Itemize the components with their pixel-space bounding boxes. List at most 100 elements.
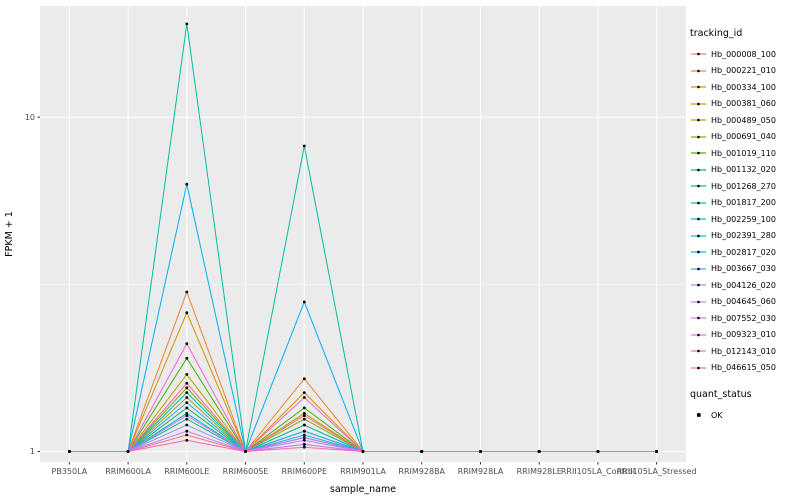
legend-entries: Hb_000008_100 Hb_000221_010 Hb_000334_100 H… (690, 46, 798, 376)
data-point (126, 450, 130, 453)
legend-label: Hb_001132_020 (711, 165, 776, 175)
legend-key-icon (691, 283, 706, 287)
legend-key-icon (691, 217, 706, 221)
legend-key-icon (691, 316, 706, 320)
data-point (185, 22, 189, 26)
data-point (68, 450, 71, 453)
legend-label: Hb_002817_020 (711, 247, 776, 257)
legend-label: Hb_000489_050 (711, 115, 776, 125)
legend: tracking_id Hb_000008_100 Hb_000221_010 Hb… (690, 28, 798, 424)
x-tick-label: RRII105LA_Stressed (617, 467, 697, 476)
y-axis-title: FPKM + 1 (4, 211, 15, 257)
legend-label: Hb_001268_270 (711, 181, 776, 191)
legend-key-icon (691, 52, 706, 56)
data-point (185, 429, 189, 433)
data-point (655, 450, 658, 453)
legend-label: Hb_004126_020 (711, 280, 776, 290)
legend-key-icon (691, 135, 706, 139)
legend-label: Hb_046615_050 (711, 363, 776, 373)
y-tick-label: 1 (30, 447, 35, 456)
data-point (185, 396, 189, 399)
legend-label: OK (711, 410, 723, 420)
data-point (302, 429, 306, 433)
y-tick-label: 10 (25, 113, 35, 122)
data-point (185, 356, 189, 360)
data-point (361, 450, 365, 453)
legend-entry: Hb_002391_280 (690, 228, 798, 245)
legend-key-icon (691, 184, 706, 188)
legend-label: Hb_000008_100 (711, 49, 776, 59)
ok-point-key-icon (697, 413, 701, 418)
legend-key-icon (691, 85, 706, 89)
x-tick-label: RRIM928LA (458, 467, 504, 476)
data-point (302, 377, 306, 381)
data-point (185, 391, 189, 394)
legend-entry: Hb_000221_010 (690, 63, 798, 80)
data-point (302, 414, 306, 417)
data-point (302, 417, 306, 421)
x-tick-label: RRIM600PE (282, 467, 328, 476)
legend-entry: Hb_004126_020 (690, 277, 798, 294)
legend-key-icon (691, 201, 706, 205)
data-point (185, 414, 189, 417)
x-tick-label: RRIM928BA (398, 467, 445, 476)
legend-label: Hb_000691_040 (711, 132, 776, 142)
legend-key-icon (691, 69, 706, 73)
data-point (185, 373, 189, 376)
x-axis-title: sample_name (330, 484, 396, 495)
x-tick-label: RRIM600LA (105, 467, 151, 476)
legend-label: Hb_001019_110 (711, 148, 776, 158)
legend-key-icon (691, 250, 706, 254)
legend-key-icon (691, 168, 706, 172)
legend-entry: Hb_007552_030 (690, 310, 798, 327)
legend-entry: Hb_001019_110 (690, 145, 798, 162)
legend-label: Hb_000381_060 (711, 99, 776, 109)
x-tick-label: RRIM901LA (340, 467, 386, 476)
data-point (537, 450, 541, 453)
data-point (302, 300, 306, 304)
legend-key-icon (691, 333, 706, 337)
legend-entry-ok: OK (690, 407, 798, 424)
legend-label: Hb_002391_280 (711, 231, 776, 241)
legend-title-tracking-id: tracking_id (690, 28, 743, 39)
legend-key-icon (691, 349, 706, 353)
legend-entry: Hb_001817_200 (690, 195, 798, 212)
data-point (302, 445, 306, 449)
legend-entry: Hb_000334_100 (690, 79, 798, 96)
data-point (185, 412, 189, 415)
data-point (302, 436, 306, 439)
data-point (185, 290, 189, 294)
data-point (302, 391, 306, 394)
data-point (185, 406, 189, 410)
data-point (185, 438, 189, 442)
data-point (302, 144, 306, 148)
data-point (185, 423, 189, 427)
legend-entry: Hb_000008_100 (690, 46, 798, 63)
legend-entry: Hb_000489_050 (690, 112, 798, 129)
data-point (185, 381, 189, 385)
data-point (185, 342, 189, 346)
legend-entry: Hb_046615_050 (690, 360, 798, 377)
data-point (185, 386, 189, 390)
data-point (244, 450, 247, 453)
legend-label: Hb_009323_010 (711, 330, 776, 340)
data-point (302, 423, 306, 427)
x-tick-label: RRIM600LE (164, 467, 209, 476)
data-point (185, 401, 189, 404)
legend-entry: Hb_009323_010 (690, 327, 798, 344)
legend-entry: Hb_001268_270 (690, 178, 798, 195)
data-point (302, 406, 306, 410)
legend-key-icon (691, 118, 706, 122)
legend-label: Hb_000221_010 (711, 66, 776, 76)
legend-entry: Hb_004645_060 (690, 294, 798, 311)
x-tick-label: RRII105LA_Control (561, 467, 635, 476)
x-tick-label: PB350LA (52, 467, 88, 476)
data-point (302, 433, 306, 437)
legend-label: Hb_004645_060 (711, 297, 776, 307)
legend-key-icon (691, 234, 706, 238)
data-point (185, 417, 189, 421)
legend-entry: Hb_000691_040 (690, 129, 798, 146)
data-point (302, 412, 306, 415)
